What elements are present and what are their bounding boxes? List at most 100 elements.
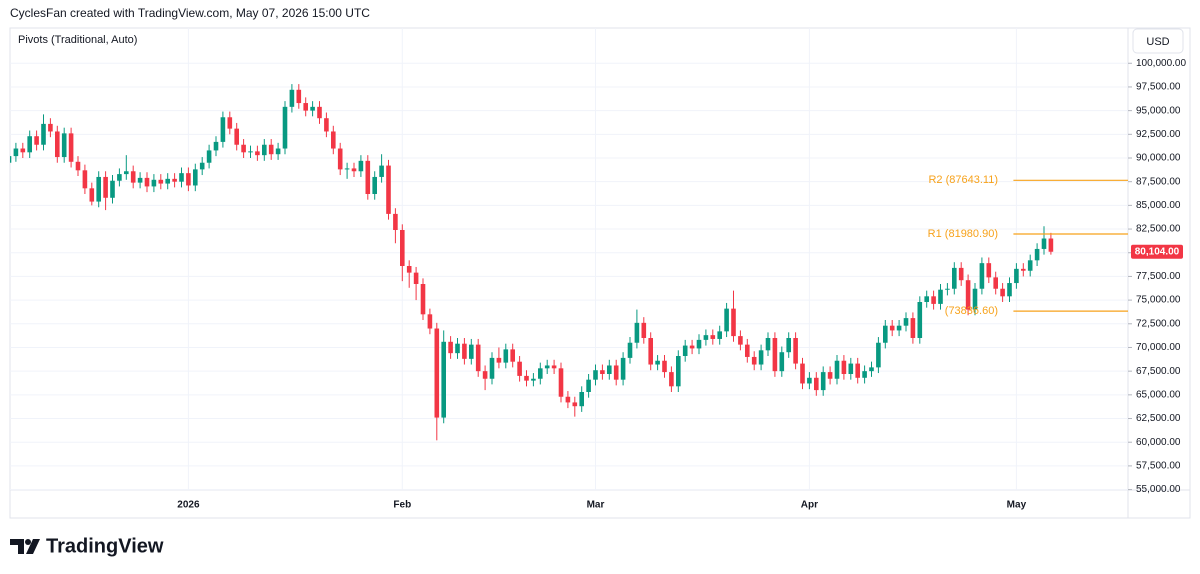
attribution: CyclesFan created with TradingView.com, … — [10, 6, 370, 20]
pivot-label: R1 (81980.90) — [928, 228, 998, 240]
pivot-label: R2 (87643.11) — [928, 174, 998, 186]
candle-body — [482, 371, 488, 379]
candle-body — [55, 131, 60, 158]
candle-body — [241, 144, 246, 153]
candle-body — [61, 133, 67, 158]
candle-body — [558, 368, 564, 397]
candle-body — [469, 344, 474, 359]
candle-body — [827, 372, 833, 379]
candle-body — [751, 356, 757, 365]
candle-body — [455, 343, 460, 354]
candle-body — [1021, 268, 1026, 271]
candle-body — [358, 160, 364, 172]
candle-body — [841, 360, 847, 374]
candle-body — [351, 168, 357, 172]
candle-body — [586, 379, 591, 392]
candle-body — [75, 161, 81, 171]
candle-body — [372, 176, 377, 194]
candle-body — [337, 148, 343, 170]
candle-body — [186, 173, 191, 186]
candle-body — [855, 363, 860, 378]
candle-body — [814, 377, 819, 391]
candle-body — [489, 357, 495, 379]
candle-body — [765, 338, 771, 351]
x-tick-label: Mar — [587, 500, 605, 511]
candle-body — [910, 318, 916, 338]
candle-body — [986, 263, 992, 278]
indicator-label: Pivots (Traditional, Auto) — [18, 34, 137, 46]
candle-body — [669, 372, 674, 387]
candle-body — [137, 177, 143, 183]
candle-body — [993, 277, 998, 289]
overlay: 55,000.00 57,500.00 60,000.00 62,500.00 65,0… — [177, 58, 1186, 511]
candle-body — [876, 342, 881, 368]
candle-body — [324, 118, 329, 132]
candle-body — [1041, 238, 1047, 249]
candle-body — [703, 335, 709, 340]
candle-body — [1014, 268, 1019, 284]
candle-body — [117, 174, 122, 181]
candle-body — [1027, 260, 1033, 271]
candle-body — [848, 363, 854, 374]
candle-body — [731, 308, 736, 337]
candle-body — [1007, 283, 1012, 297]
candle-body — [1034, 248, 1040, 261]
candle-body — [820, 372, 826, 391]
candle-body — [938, 289, 943, 304]
candle-body — [758, 350, 764, 365]
x-tick-label: May — [1007, 500, 1027, 511]
candle-body — [448, 341, 453, 354]
y-tick-label: 92,500.00 — [1136, 129, 1181, 140]
candle-body — [475, 344, 481, 372]
candle-body — [179, 173, 184, 182]
candle-body — [800, 363, 805, 384]
candle-body — [696, 339, 702, 349]
candle-body — [275, 148, 281, 155]
y-tick-label: 75,000.00 — [1136, 295, 1181, 306]
candle-body — [496, 357, 502, 363]
y-tick-label: 72,500.00 — [1136, 318, 1181, 329]
candle-body — [834, 360, 840, 379]
candle-body — [772, 338, 778, 372]
currency-button[interactable] — [1132, 28, 1184, 54]
candle-body — [531, 378, 536, 381]
candle-body — [151, 179, 157, 187]
candle-body — [144, 177, 150, 187]
candle-body — [682, 345, 688, 356]
candle-body — [896, 325, 902, 331]
candle-body — [544, 365, 550, 369]
candle-body — [883, 325, 888, 343]
x-tick-label: Apr — [801, 500, 818, 511]
logo: TradingView — [10, 535, 164, 557]
y-tick-label: 87,500.00 — [1136, 176, 1181, 187]
candle-body — [441, 341, 446, 418]
candle-body — [199, 162, 205, 170]
candle-body — [655, 360, 660, 365]
candle-body — [48, 123, 53, 132]
candle-body — [510, 349, 515, 362]
candle-body — [68, 133, 74, 162]
candle-body — [738, 336, 743, 345]
candle-body — [662, 360, 667, 373]
y-tick-label: 57,500.00 — [1136, 461, 1181, 472]
candle-body — [924, 296, 929, 302]
candle-body — [786, 338, 791, 353]
y-tick-label: 82,500.00 — [1136, 224, 1181, 235]
candle-body — [807, 377, 812, 384]
candle-body — [234, 128, 239, 145]
candle-body — [538, 368, 543, 379]
candle-body — [344, 168, 350, 170]
candle-body — [289, 89, 295, 107]
currency-label[interactable]: USD — [1146, 36, 1169, 48]
candle-body — [158, 179, 164, 184]
candle-body — [724, 308, 729, 332]
y-tick-label: 67,500.00 — [1136, 366, 1181, 377]
candle-body — [503, 349, 509, 363]
y-tick-label: 85,000.00 — [1136, 200, 1181, 211]
candle-body — [889, 325, 895, 331]
candle-body — [393, 213, 398, 230]
candle-body — [255, 151, 260, 156]
candle-body — [551, 365, 557, 369]
candle-body — [634, 322, 640, 343]
candle-body — [972, 288, 978, 310]
